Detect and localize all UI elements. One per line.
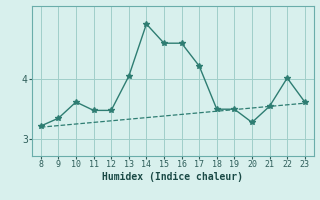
X-axis label: Humidex (Indice chaleur): Humidex (Indice chaleur) [102,172,243,182]
